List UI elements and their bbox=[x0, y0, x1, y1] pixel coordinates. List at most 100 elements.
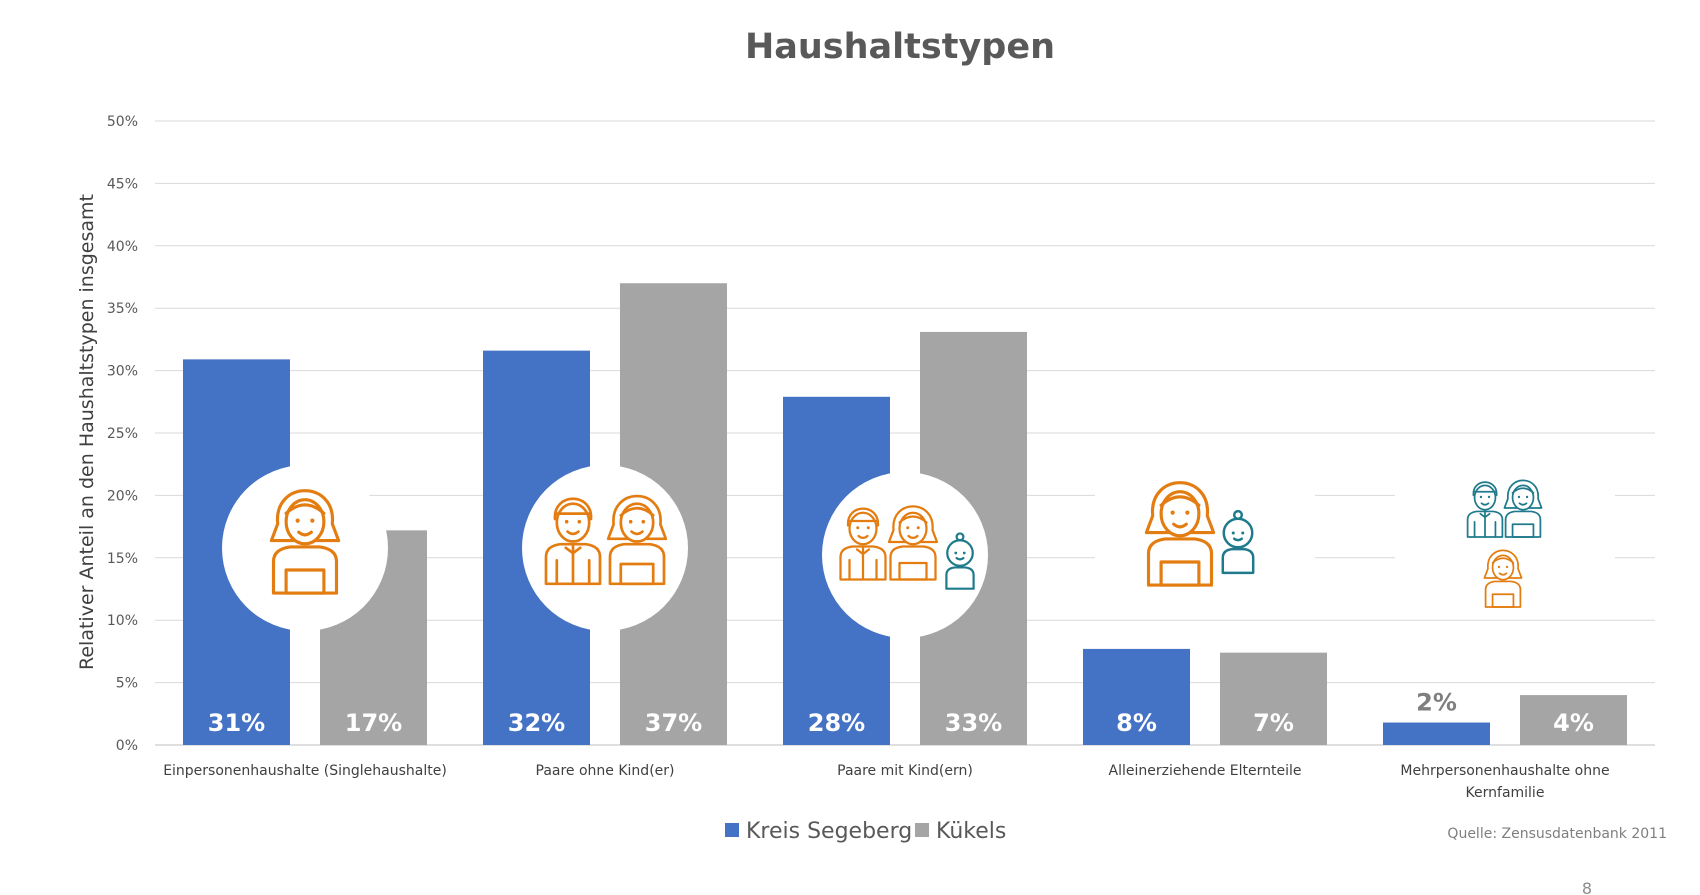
mouth-shape bbox=[1518, 502, 1528, 506]
baby-head-shape bbox=[1222, 517, 1254, 549]
page-number: 8 bbox=[1582, 879, 1592, 895]
fringe-shape bbox=[619, 506, 655, 517]
category-label: Paare mit Kind(ern) bbox=[837, 763, 973, 779]
eye-shape bbox=[1517, 495, 1521, 499]
chart-title: Haushaltstypen bbox=[745, 27, 1055, 67]
baby-body-shape bbox=[945, 566, 975, 590]
body-shape bbox=[889, 545, 937, 581]
couple-icon bbox=[522, 465, 688, 631]
bar-kreis-segeberg bbox=[1383, 722, 1490, 745]
eye-shape bbox=[954, 551, 958, 555]
bowtie-shape bbox=[1479, 512, 1491, 519]
y-tick-label: 20% bbox=[107, 488, 138, 504]
data-label: 37% bbox=[645, 709, 702, 737]
bowtie-shape bbox=[564, 546, 582, 555]
mouth-shape bbox=[857, 534, 869, 539]
legend-swatch-kuekels bbox=[915, 823, 929, 837]
mouth-shape bbox=[1498, 572, 1508, 576]
dress-shape bbox=[284, 568, 326, 595]
face-shape bbox=[1159, 490, 1201, 538]
hair-shape bbox=[1503, 479, 1543, 509]
face-shape bbox=[555, 502, 591, 543]
hair-shape bbox=[846, 507, 880, 527]
multi-person-household-icon bbox=[1395, 465, 1615, 615]
dress-shape bbox=[1511, 523, 1535, 538]
suit-lines-shape bbox=[1473, 521, 1497, 538]
hair-shape bbox=[269, 489, 341, 543]
eye-shape bbox=[310, 518, 315, 523]
eye-shape bbox=[1497, 565, 1501, 569]
icon-badges bbox=[222, 460, 1615, 638]
hair-shape bbox=[1144, 481, 1216, 535]
bar-kuekels bbox=[1220, 652, 1327, 745]
data-label: 28% bbox=[808, 709, 865, 737]
family-with-baby-icon bbox=[822, 472, 988, 638]
badge-background bbox=[1095, 460, 1315, 610]
mouth-shape bbox=[1172, 522, 1188, 529]
bowtie-shape bbox=[855, 548, 871, 556]
data-label: 17% bbox=[345, 709, 402, 737]
eye-shape bbox=[866, 526, 870, 530]
data-label: 2% bbox=[1416, 689, 1457, 717]
fringe-shape bbox=[1511, 487, 1535, 494]
category-label: Paare ohne Kind(er) bbox=[536, 763, 675, 779]
eye-shape bbox=[962, 551, 966, 555]
eye-shape bbox=[564, 519, 569, 524]
badge-circle bbox=[522, 465, 688, 631]
category-label: Alleinerziehende Elternteile bbox=[1109, 763, 1302, 779]
category-label: Einpersonenhaushalte (Singlehaushalte) bbox=[163, 763, 447, 779]
face-shape bbox=[619, 502, 655, 543]
face-shape bbox=[848, 511, 878, 546]
single-parent-icon bbox=[1095, 460, 1315, 610]
eye-shape bbox=[1231, 531, 1235, 535]
face-shape bbox=[1491, 554, 1515, 581]
fringe-shape bbox=[1159, 495, 1201, 507]
y-axis-label: Relativer Anteil an den Haushaltstypen i… bbox=[76, 194, 98, 670]
eye-shape bbox=[1487, 495, 1491, 499]
suit-lines-shape bbox=[555, 559, 591, 586]
y-tick-label: 50% bbox=[107, 114, 138, 130]
face-shape bbox=[898, 511, 928, 546]
x-axis-categories: Einpersonenhaushalte (Singlehaushalte) Pa… bbox=[163, 763, 1609, 801]
y-tick-label: 0% bbox=[116, 738, 138, 754]
baby-body-shape bbox=[1221, 547, 1255, 575]
body-shape bbox=[544, 542, 602, 586]
dress-shape bbox=[619, 562, 655, 586]
eye-shape bbox=[1170, 510, 1175, 515]
category-label: Kernfamilie bbox=[1466, 785, 1545, 801]
data-label: 4% bbox=[1553, 709, 1594, 737]
body-shape bbox=[1146, 537, 1214, 587]
badge-background bbox=[1395, 465, 1615, 615]
face-shape bbox=[1511, 484, 1535, 511]
suit-lines-shape bbox=[848, 558, 878, 581]
body-shape bbox=[1466, 510, 1504, 538]
hair-shape bbox=[887, 505, 939, 544]
y-axis-ticks: 0% 5% 10% 15% 20% 25% 30% 35% 40% 45% 50% bbox=[107, 114, 138, 754]
body-shape bbox=[608, 542, 666, 586]
y-tick-label: 45% bbox=[107, 176, 138, 192]
category-label: Mehrpersonenhaushalte ohne bbox=[1400, 763, 1609, 779]
mouth-shape bbox=[566, 530, 580, 536]
body-shape bbox=[839, 545, 887, 581]
y-tick-label: 10% bbox=[107, 613, 138, 629]
data-label: 31% bbox=[208, 709, 265, 737]
eye-shape bbox=[1505, 565, 1509, 569]
body-shape bbox=[1484, 580, 1522, 608]
eye-shape bbox=[628, 519, 633, 524]
source-note: Quelle: Zensusdatenbank 2011 bbox=[1447, 826, 1667, 842]
hair-shape bbox=[553, 497, 593, 521]
face-shape bbox=[284, 498, 326, 546]
eye-shape bbox=[1241, 531, 1245, 535]
body-shape bbox=[271, 545, 339, 595]
data-label: 33% bbox=[945, 709, 1002, 737]
eye-shape bbox=[1479, 495, 1483, 499]
body-shape bbox=[1504, 510, 1542, 538]
eye-shape bbox=[1525, 495, 1529, 499]
hair-shape bbox=[606, 494, 668, 541]
mouth-shape bbox=[630, 530, 644, 536]
bar-kuekels bbox=[1520, 695, 1627, 745]
dress-shape bbox=[898, 561, 928, 581]
baby-bow-shape bbox=[955, 532, 965, 542]
y-tick-label: 40% bbox=[107, 239, 138, 255]
legend: Kreis Segeberg Kükels bbox=[725, 819, 1006, 844]
